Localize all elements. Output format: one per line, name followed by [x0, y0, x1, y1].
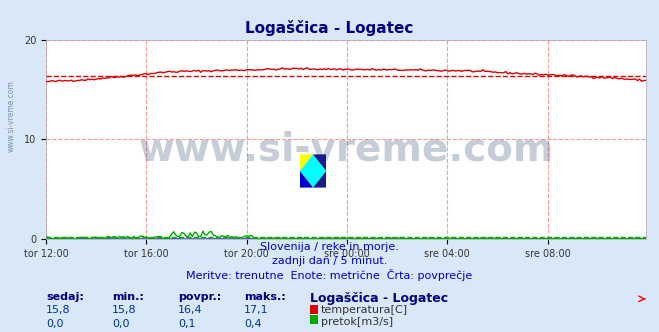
Text: Logaščica - Logatec: Logaščica - Logatec: [310, 292, 448, 305]
Text: min.:: min.:: [112, 292, 144, 302]
Text: 15,8: 15,8: [46, 305, 71, 315]
Text: 17,1: 17,1: [244, 305, 268, 315]
Polygon shape: [300, 154, 326, 188]
Polygon shape: [300, 171, 313, 188]
Text: temperatura[C]: temperatura[C]: [321, 305, 408, 315]
Text: Logaščica - Logatec: Logaščica - Logatec: [245, 20, 414, 36]
Text: zadnji dan / 5 minut.: zadnji dan / 5 minut.: [272, 256, 387, 266]
Text: pretok[m3/s]: pretok[m3/s]: [321, 317, 393, 327]
Text: www.si-vreme.com: www.si-vreme.com: [138, 130, 554, 168]
Text: 0,0: 0,0: [46, 319, 64, 329]
Text: maks.:: maks.:: [244, 292, 285, 302]
Text: Meritve: trenutne  Enote: metrične  Črta: povprečje: Meritve: trenutne Enote: metrične Črta: …: [186, 269, 473, 281]
Text: sedaj:: sedaj:: [46, 292, 84, 302]
Polygon shape: [300, 154, 313, 171]
Text: Slovenija / reke in morje.: Slovenija / reke in morje.: [260, 242, 399, 252]
Text: 16,4: 16,4: [178, 305, 202, 315]
Polygon shape: [313, 154, 326, 188]
Text: 15,8: 15,8: [112, 305, 136, 315]
Text: 0,4: 0,4: [244, 319, 262, 329]
Text: 0,0: 0,0: [112, 319, 130, 329]
Text: 0,1: 0,1: [178, 319, 196, 329]
Text: povpr.:: povpr.:: [178, 292, 221, 302]
Text: www.si-vreme.com: www.si-vreme.com: [7, 80, 16, 152]
